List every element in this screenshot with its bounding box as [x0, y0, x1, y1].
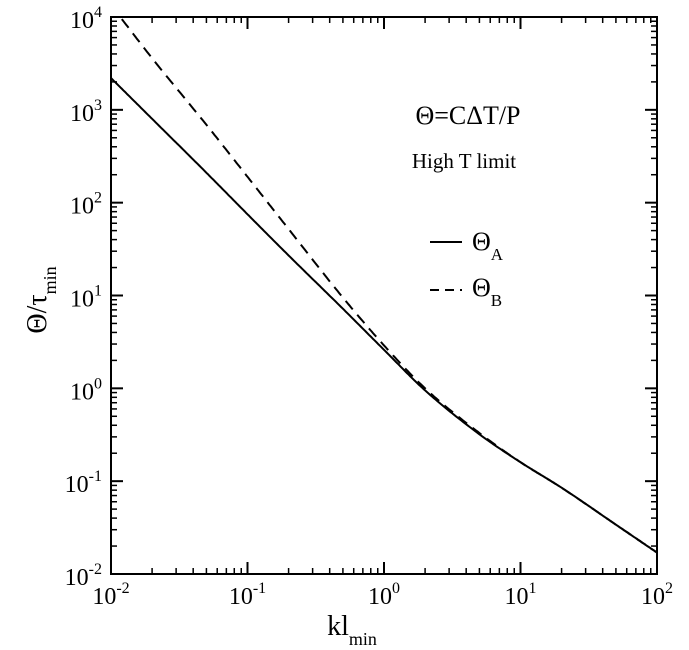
formula-annotation: Θ=CΔT/P — [415, 101, 520, 130]
series-layer — [110, 18, 658, 554]
x-tick-label: 101 — [505, 580, 537, 610]
x-tick-label: 100 — [368, 580, 400, 610]
y-tick-label: 103 — [70, 97, 102, 127]
y-tick-labels: 10-2 10-1 100 101 102 103 104 — [65, 4, 102, 591]
y-tick-label: 10-2 — [65, 561, 102, 591]
x-tick-label: 10-2 — [92, 580, 129, 610]
x-tick-label: 102 — [641, 580, 673, 610]
y-tick-label: 104 — [70, 4, 102, 34]
y-tick-label: 10-1 — [65, 468, 102, 498]
plot-frame — [110, 16, 658, 575]
series-line-theta-a — [110, 77, 658, 554]
axis-ticks — [110, 16, 658, 575]
legend: ΘA ΘB — [430, 227, 504, 310]
x-axis-title: klmin — [327, 611, 377, 649]
x-tick-label: 10-1 — [229, 580, 266, 610]
y-tick-label: 102 — [70, 190, 102, 220]
y-tick-label: 101 — [70, 283, 102, 313]
x-tick-labels: 10-2 10-1 100 101 102 — [92, 580, 673, 610]
y-tick-label: 100 — [70, 375, 102, 405]
regime-annotation: High T limit — [412, 149, 516, 173]
series-line-theta-b — [121, 18, 658, 554]
legend-label-theta-a: ΘA — [472, 227, 504, 264]
y-axis-title: Θ/τmin — [22, 266, 60, 333]
legend-label-theta-b: ΘB — [472, 273, 502, 310]
